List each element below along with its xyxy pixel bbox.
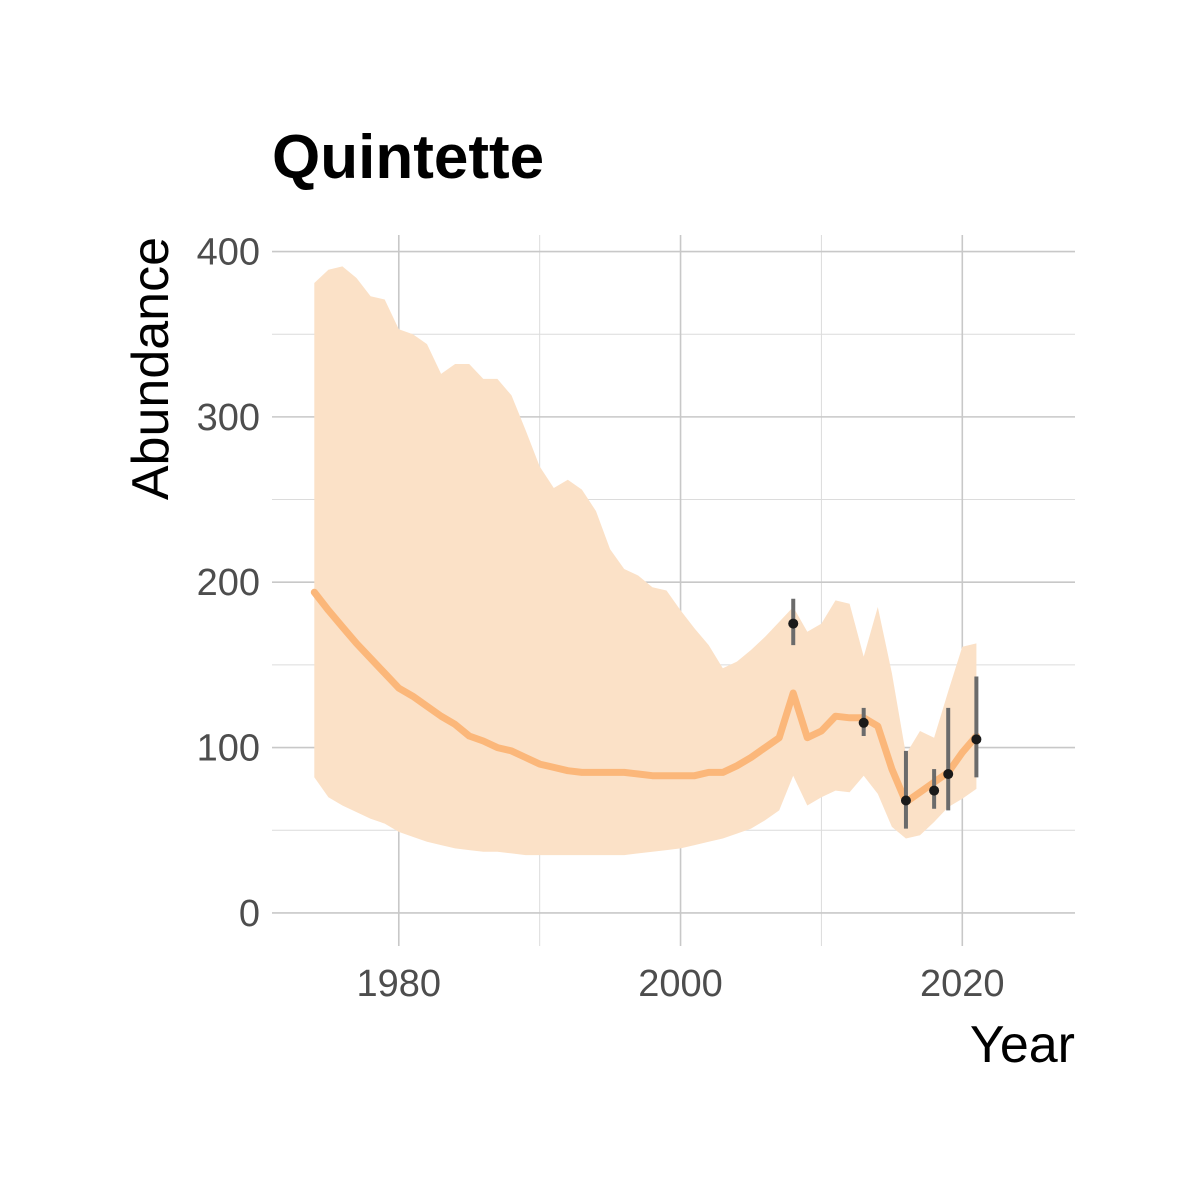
data-point — [788, 618, 799, 629]
y-tick-label: 200 — [197, 562, 260, 604]
x-tick-label: 2020 — [920, 963, 1005, 1005]
x-tick-label: 1980 — [357, 963, 442, 1005]
x-tick-label: 2000 — [638, 963, 723, 1005]
y-tick-label: 300 — [197, 397, 260, 439]
data-point — [929, 785, 940, 796]
data-point — [858, 717, 869, 728]
y-tick-label: 0 — [239, 893, 260, 935]
data-point — [900, 795, 911, 806]
x-axis-label: Year — [970, 1016, 1075, 1074]
confidence-ribbon — [314, 266, 977, 856]
chart-title: Quintette — [272, 123, 544, 192]
data-point — [971, 734, 982, 745]
data-point — [943, 769, 954, 780]
points-layer — [788, 598, 982, 829]
y-tick-label: 100 — [197, 728, 260, 770]
y-axis-label: Abundance — [122, 237, 180, 500]
y-tick-label: 400 — [197, 232, 260, 274]
tick-layer: 0 100 200 300 400 1980 2000 2020 — [197, 232, 1005, 1005]
ribbon-layer — [314, 266, 977, 856]
